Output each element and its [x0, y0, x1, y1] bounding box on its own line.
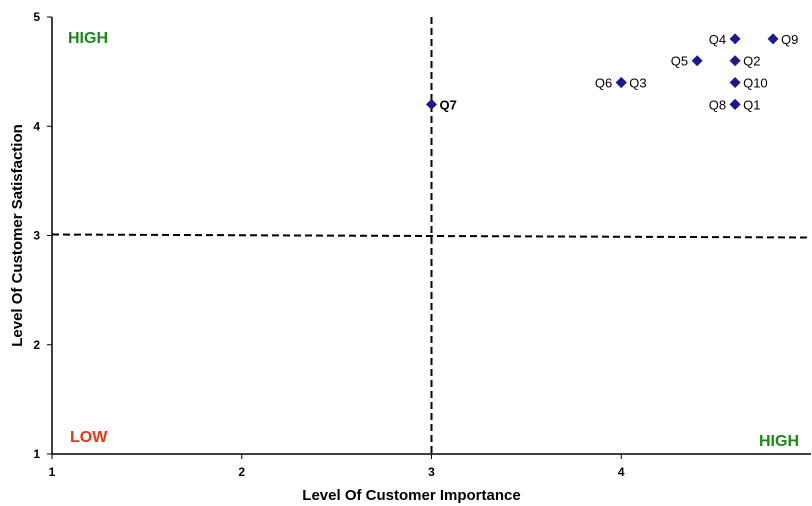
y-tick-label: 1 — [33, 447, 40, 461]
data-point-marker — [691, 55, 703, 67]
data-point-label: Q7 — [440, 97, 457, 112]
horizontal-reference-line — [51, 233, 812, 239]
data-point-label: Q6 — [595, 76, 612, 91]
reference-lines — [51, 17, 812, 454]
data-point-label: Q3 — [629, 76, 646, 91]
data-point-label: Q1 — [743, 97, 760, 112]
data-point-marker — [729, 98, 741, 110]
x-tick-label: 4 — [618, 465, 625, 479]
data-point-marker — [729, 55, 741, 67]
quadrant-labels: HIGH LOW HIGH — [68, 30, 799, 450]
x-axis-title: Level Of Customer Importance — [302, 487, 520, 504]
quadrant-label: HIGH — [759, 433, 799, 450]
data-point-marker — [729, 33, 741, 45]
ticks: 1 2 3 4 1 2 3 4 5 — [33, 10, 625, 479]
data-point-marker — [615, 77, 627, 89]
data-point-label: Q4 — [709, 32, 726, 47]
data-point-label: Q2 — [743, 54, 760, 69]
y-tick-label: 4 — [33, 119, 40, 133]
data-point-label: Q8 — [709, 97, 726, 112]
data-point-marker — [767, 33, 779, 45]
data-point-label: Q5 — [671, 54, 688, 69]
data-points: Q1 Q2 Q3 Q4 Q5 Q6 Q7 Q8 Q9 Q10 — [426, 32, 798, 112]
data-point-marker — [426, 98, 437, 110]
data-point-label: Q10 — [743, 76, 768, 91]
y-tick-label: 3 — [33, 229, 40, 243]
y-tick-label: 5 — [33, 10, 40, 24]
x-tick-label: 2 — [238, 465, 245, 479]
quadrant-label: LOW — [70, 429, 108, 446]
y-tick-label: 2 — [33, 338, 40, 352]
quadrant-label: HIGH — [68, 30, 108, 47]
y-axis-title: Level Of Customer Satisfaction — [9, 124, 26, 347]
x-tick-label: 3 — [428, 465, 435, 479]
x-tick-label: 1 — [49, 465, 56, 479]
data-point-marker — [729, 77, 741, 89]
data-point-label: Q9 — [781, 32, 798, 47]
